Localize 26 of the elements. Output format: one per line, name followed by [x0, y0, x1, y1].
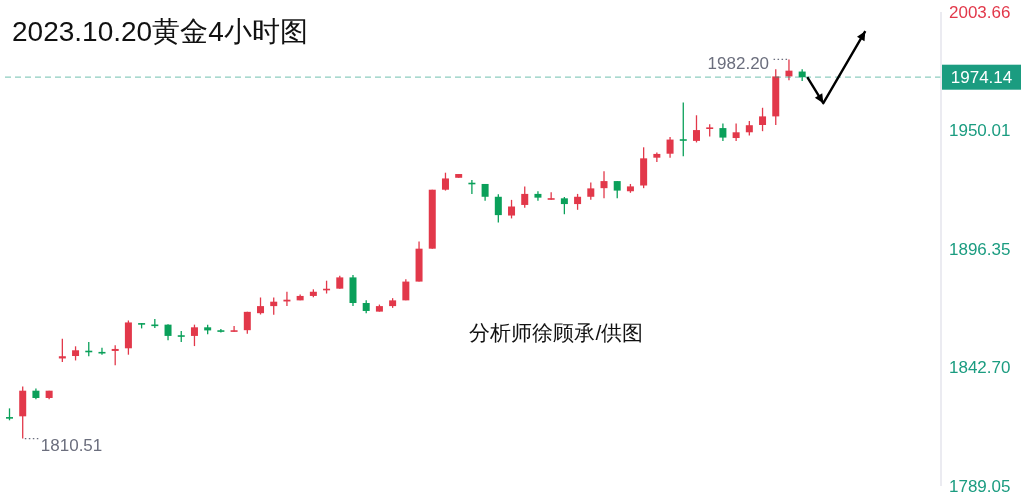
y-tick-label: 2003.66: [949, 2, 1011, 22]
candlestick: [666, 136, 674, 159]
candlestick: [732, 122, 740, 142]
candlestick: [653, 151, 661, 163]
candlestick: [600, 170, 608, 199]
candlestick: [521, 185, 529, 209]
candlestick: [98, 346, 106, 356]
y-tick-label: 1842.70: [949, 358, 1011, 378]
ref-line-label: 1974.14: [950, 68, 1013, 88]
annotation: 1810.51: [40, 435, 103, 455]
candlestick: [190, 324, 198, 347]
chart-title: 2023.10.20黄金4小时图: [12, 16, 308, 48]
candlestick: [494, 193, 502, 224]
candlestick: [534, 190, 542, 202]
candlestick: [508, 199, 516, 220]
y-tick-label: 1896.35: [949, 239, 1011, 259]
candlestick: [111, 344, 119, 366]
candlestick: [759, 107, 767, 132]
candlestick: [58, 338, 66, 363]
annotation: 分析师徐顾承/供图: [469, 321, 644, 345]
y-tick-label: 1789.05: [949, 476, 1011, 496]
candlestick: [692, 114, 700, 144]
annotation: 1982.20: [707, 54, 770, 74]
candlestick: [679, 101, 687, 157]
candlestick: [230, 325, 238, 333]
y-tick-label: 1950.01: [949, 121, 1011, 141]
